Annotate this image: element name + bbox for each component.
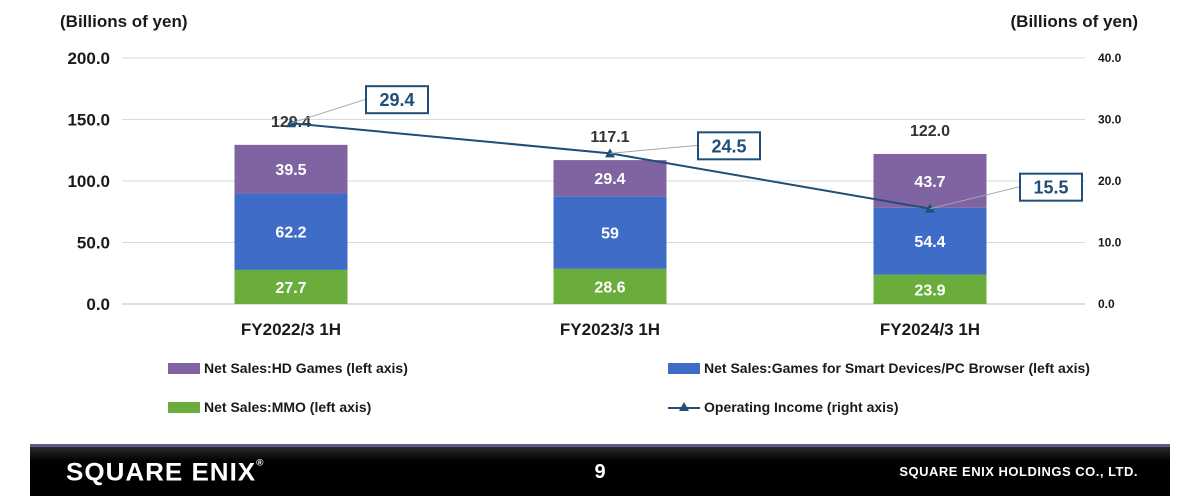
- legend-item-mmo: Net Sales:MMO (left axis): [168, 399, 371, 415]
- bar-segment: [234, 144, 348, 194]
- legend-item-operating-income: Operating Income (right axis): [668, 399, 898, 415]
- callout-leader: [609, 144, 699, 154]
- right-axis-tick-label: 10.0: [1098, 236, 1122, 250]
- bar-segment: [234, 269, 348, 304]
- left-axis-tick-label: 50.0: [77, 234, 110, 253]
- logo-text: SQUARE ENIX: [66, 457, 257, 487]
- footer-bar: SQUARE ENIX® 9 SQUARE ENIX HOLDINGS CO.,…: [30, 444, 1170, 496]
- bar-data-label: 28.6: [594, 279, 625, 296]
- bar-data-label: 54.4: [914, 234, 945, 251]
- bar-data-label: 23.9: [914, 282, 945, 299]
- left-axis-tick-label: 150.0: [67, 111, 110, 130]
- legend-label-mmo: Net Sales:MMO (left axis): [204, 399, 372, 415]
- chart-area: 0.0 50.0 100.0 150.0 200.0 0.0 10.0 20.0 30.0 40.…: [67, 49, 1122, 339]
- legend-item-hd-games: Net Sales:HD Games (left axis): [168, 360, 408, 376]
- bar-segment: [234, 193, 348, 270]
- bar-total-label: 122.0: [910, 123, 950, 140]
- right-axis-tick-label: 30.0: [1098, 113, 1122, 127]
- callout-leader: [929, 186, 1021, 210]
- legend-line-marker-icon: [668, 401, 700, 413]
- bar-data-label: 29.4: [594, 171, 625, 188]
- legend-swatch-hd-games: [168, 362, 200, 374]
- bar-data-label: 62.2: [275, 225, 306, 242]
- bar-segment: [873, 153, 987, 208]
- bar-segment: [553, 268, 667, 304]
- line-data-label: 29.4: [379, 90, 414, 110]
- bar-segment: [873, 207, 987, 275]
- legend-label-smart-devices: Net Sales:Games for Smart Devices/PC Bro…: [704, 360, 1090, 376]
- legend-item-smart-devices: Net Sales:Games for Smart Devices/PC Bro…: [668, 360, 1090, 376]
- bar-total-label: 117.1: [590, 129, 629, 146]
- left-axis-unit: (Billions of yen): [60, 12, 188, 31]
- bar-segment: [553, 196, 667, 269]
- right-axis-unit: (Billions of yen): [1010, 12, 1139, 31]
- bar-data-label: 39.5: [275, 162, 306, 179]
- company-name: SQUARE ENIX HOLDINGS CO., LTD.: [899, 464, 1138, 479]
- right-axis-tick-label: 0.0: [1098, 297, 1115, 311]
- callout-box: [1019, 172, 1083, 202]
- left-axis-tick-label: 200.0: [67, 49, 110, 68]
- legend-label-operating-income: Operating Income (right axis): [704, 399, 899, 415]
- callout-box: [365, 85, 429, 115]
- bar-data-label: 59: [601, 226, 619, 243]
- line-data-label: 15.5: [1033, 178, 1068, 198]
- left-axis-tick-label: 0.0: [86, 295, 110, 314]
- line-data-label: 24.5: [711, 136, 746, 156]
- callout-leader: [290, 98, 367, 124]
- callout-box: [697, 131, 761, 161]
- bar-segment: [873, 274, 987, 304]
- bar-segment: [553, 160, 667, 197]
- category-label: FY2023/3 1H: [560, 320, 660, 339]
- right-axis-tick-label: 40.0: [1098, 51, 1122, 65]
- legend-swatch-smart-devices: [668, 362, 700, 374]
- page-number: 9: [594, 461, 606, 483]
- bar-data-label: 43.7: [914, 174, 945, 191]
- bar-data-label: 27.7: [275, 280, 306, 297]
- category-label: FY2024/3 1H: [880, 320, 980, 339]
- right-axis-tick-label: 20.0: [1098, 174, 1122, 188]
- legend-label-hd-games: Net Sales:HD Games (left axis): [204, 360, 408, 376]
- legend-swatch-mmo: [168, 401, 200, 413]
- square-enix-logo: SQUARE ENIX®: [66, 457, 265, 487]
- category-label: FY2022/3 1H: [241, 320, 341, 339]
- left-axis-tick-label: 100.0: [67, 172, 110, 191]
